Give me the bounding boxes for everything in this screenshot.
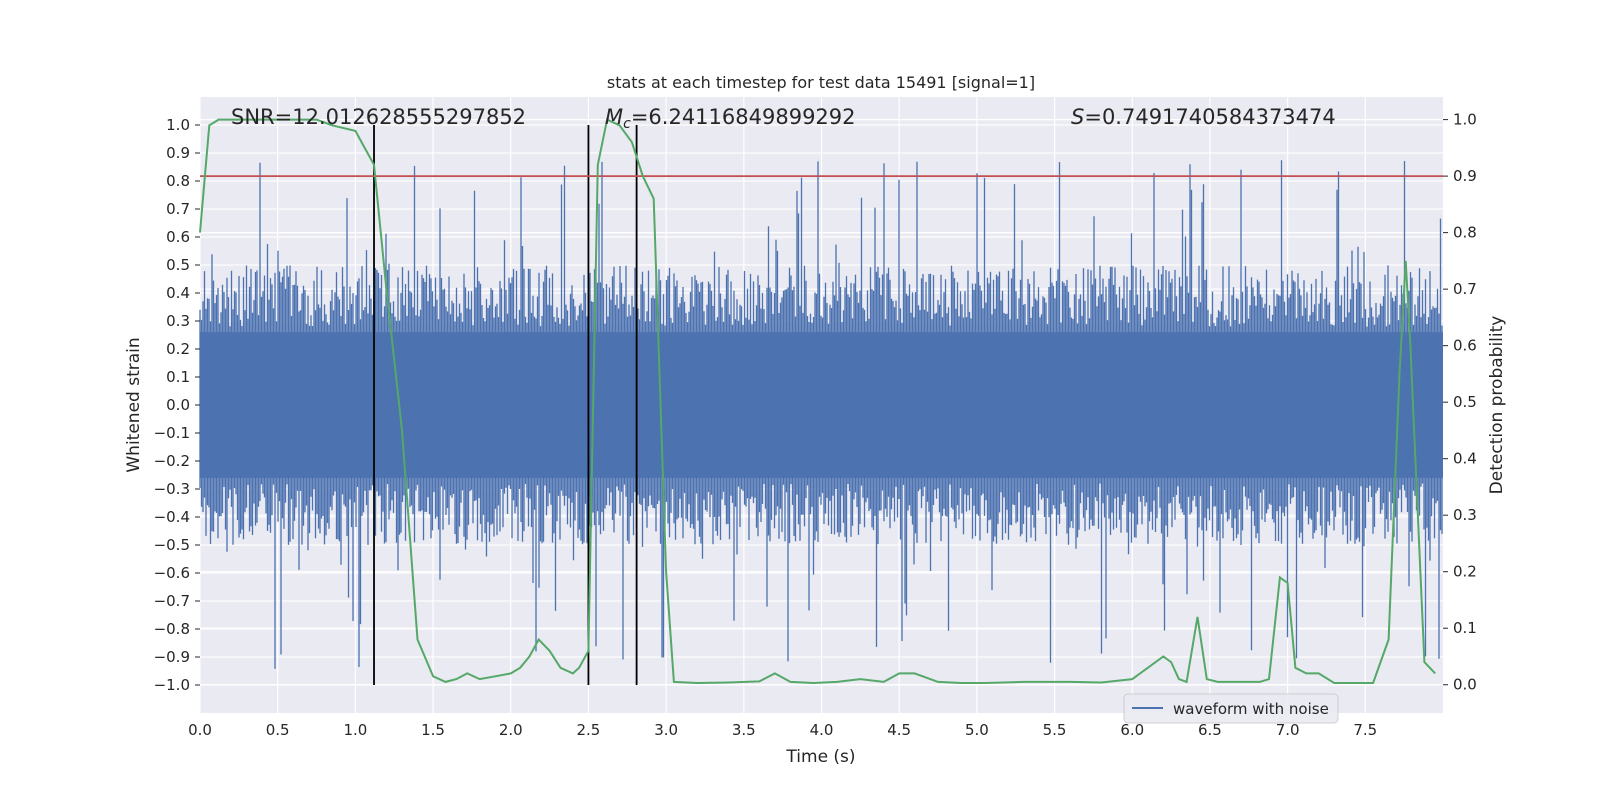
mc-symbol: M <box>605 105 623 129</box>
vertical-markers <box>373 125 638 685</box>
legend-label: waveform with noise <box>1173 700 1329 718</box>
x-tick-label: 7.0 <box>1276 721 1300 739</box>
x-tick-label: 4.5 <box>887 721 911 739</box>
mc-subscript: c <box>623 116 631 132</box>
y-tick-label: 0.8 <box>166 172 190 190</box>
x-tick-label: 2.0 <box>499 721 523 739</box>
x-tick-label: 4.0 <box>810 721 834 739</box>
y-tick-label: −0.8 <box>154 620 190 638</box>
mc-annotation: Mc=6.24116849899292 <box>605 105 856 132</box>
y-tick-label: 0.4 <box>166 284 190 302</box>
x-tick-label: 3.0 <box>654 721 678 739</box>
x-tick-label: 0.0 <box>188 721 212 739</box>
x-tick-label: 0.5 <box>266 721 290 739</box>
y-right-tick-label: 0.6 <box>1453 337 1477 355</box>
y-right-tick-label: 0.3 <box>1453 506 1477 524</box>
y-tick-label: −0.3 <box>154 480 190 498</box>
x-tick-label: 3.5 <box>732 721 756 739</box>
y-axis-label: Whitened strain <box>124 337 144 472</box>
y-tick-label: −0.7 <box>154 592 190 610</box>
y-tick-label: 0.5 <box>166 256 190 274</box>
y-right-tick-label: 1.0 <box>1453 111 1477 129</box>
y-axis-label-right: Detection probability <box>1487 316 1507 495</box>
y-tick-label: −0.1 <box>154 424 190 442</box>
s-value: =0.7491740584373474 <box>1084 105 1335 129</box>
legend: waveform with noise <box>1123 693 1339 724</box>
x-tick-label: 1.5 <box>421 721 445 739</box>
y-tick-label: −0.6 <box>154 564 190 582</box>
y-right-tick-label: 0.0 <box>1453 676 1477 694</box>
y-tick-label: 0.9 <box>166 144 190 162</box>
x-tick-label: 7.5 <box>1353 721 1377 739</box>
y-tick-label: −0.5 <box>154 536 190 554</box>
y-right-tick-label: 0.8 <box>1453 224 1477 242</box>
y-tick-label: 0.1 <box>166 368 190 386</box>
chart-title: stats at each timestep for test data 154… <box>607 73 1035 92</box>
x-tick-label: 1.0 <box>343 721 367 739</box>
y-tick-label: 0.2 <box>166 340 190 358</box>
s-annotation: S=0.7491740584373474 <box>1071 105 1336 129</box>
y-right-tick-label: 0.4 <box>1453 450 1477 468</box>
y-right-tick-label: 0.5 <box>1453 393 1477 411</box>
y-tick-label: 0.6 <box>166 228 190 246</box>
y-tick-label: 0.0 <box>166 396 190 414</box>
mc-value: =6.24116849899292 <box>631 105 856 129</box>
s-symbol: S <box>1071 105 1084 129</box>
y-tick-label: −0.2 <box>154 452 190 470</box>
x-tick-label: 2.5 <box>577 721 601 739</box>
noise-spikes <box>199 160 1443 669</box>
x-tick-label: 6.0 <box>1120 721 1144 739</box>
x-tick-label: 5.5 <box>1043 721 1067 739</box>
y-tick-label: 0.7 <box>166 200 190 218</box>
y-right-tick-label: 0.7 <box>1453 280 1477 298</box>
axes: 0.0 0.5 1.0 1.5 2.0 2.5 3.0 3.5 4.0 4.5 5.0 5.5 6.0 6… <box>154 111 1477 739</box>
waveform-noise-series <box>199 160 1443 669</box>
x-tick-label: 5.0 <box>965 721 989 739</box>
y-right-tick-label: 0.1 <box>1453 619 1477 637</box>
x-axis-label: Time (s) <box>785 747 855 767</box>
y-tick-label: 1.0 <box>166 116 190 134</box>
y-right-tick-label: 0.2 <box>1453 563 1477 581</box>
x-tick-label: 6.5 <box>1198 721 1222 739</box>
y-tick-label: −0.9 <box>154 648 190 666</box>
probability-line <box>199 118 1436 685</box>
snr-annotation: SNR=12.012628555297852 <box>231 105 526 129</box>
y-tick-label: −0.4 <box>154 508 190 526</box>
detection-probability-series <box>199 118 1436 685</box>
y-tick-label: 0.3 <box>166 312 190 330</box>
y-tick-label: −1.0 <box>154 676 190 694</box>
legend-box <box>1123 693 1339 724</box>
y-right-tick-label: 0.9 <box>1453 167 1477 185</box>
